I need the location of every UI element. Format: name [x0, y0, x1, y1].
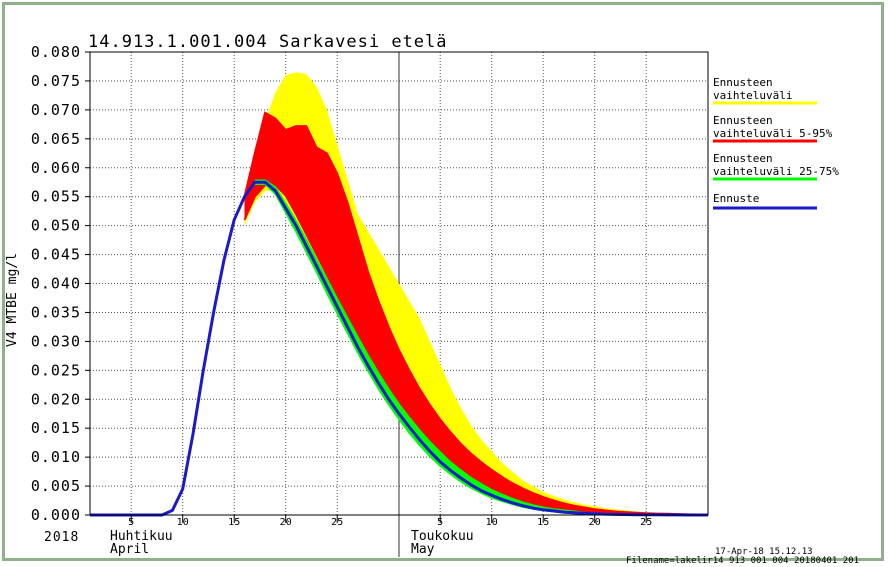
axes: 0.000 0.005 0.010 0.015 0.020 0.025 0.030 0.035…: [31, 43, 709, 557]
x-tick-label: 20: [280, 517, 292, 528]
legend-label: Ennusteen: [713, 152, 773, 165]
x-tick-label: 15: [228, 517, 240, 528]
legend-label: Ennusteen: [713, 114, 773, 127]
chart-title: 14.913.1.001.004 Sarkavesi etelä: [88, 32, 448, 52]
band-5-95-upper-edge: [243, 111, 709, 516]
y-tick-label: 0.080: [31, 43, 81, 61]
y-tick-label: 0.035: [31, 303, 81, 321]
month-label-en: May: [411, 542, 435, 557]
x-tick-label: 10: [486, 517, 498, 528]
x-tick-label: 20: [589, 517, 601, 528]
band-5-95: [244, 112, 708, 516]
month-label-en: April: [110, 542, 149, 557]
y-tick-label: 0.015: [31, 419, 81, 437]
legend-label: vaihteluväli: [713, 89, 792, 102]
y-tick-label: 0.025: [31, 361, 81, 379]
y-tick-label: 0.045: [31, 246, 81, 264]
legend-label: Ennuste: [713, 192, 759, 205]
forecast-series-line: [90, 180, 708, 517]
x-tick-label: 5: [128, 517, 134, 528]
y-tick-label: 0.050: [31, 217, 81, 235]
legend-label: vaihteluväli 25-75%: [713, 165, 839, 178]
month-label-fi: Toukokuu: [411, 529, 474, 544]
x-tick-label: 10: [177, 517, 189, 528]
y-tick-label: 0.065: [31, 130, 81, 148]
y-tick-label: 0.020: [31, 390, 81, 408]
year-label: 2018: [44, 530, 79, 545]
x-tick-label: 15: [537, 517, 549, 528]
y-tick-label: 0.075: [31, 72, 81, 90]
y-tick-label: 0.010: [31, 448, 81, 466]
legend-label: Ennusteen: [713, 76, 773, 89]
x-tick-label: 25: [331, 517, 343, 528]
forecast-line: [90, 180, 708, 517]
x-tick-label: 25: [640, 517, 652, 528]
y-tick-label: 0.040: [31, 275, 81, 293]
x-tick-label: 5: [437, 517, 443, 528]
y-tick-label: 0.070: [31, 101, 81, 119]
y-tick-label: 0.055: [31, 188, 81, 206]
y-tick-label: 0.030: [31, 332, 81, 350]
footer-filename: Filename=lakelir14 913 001 004 20180401 …: [626, 556, 859, 566]
y-axis-label: V4 MTBE mg/l: [5, 253, 20, 347]
footer-timestamp: 17-Apr-18 15.12.13: [715, 547, 813, 557]
y-tick-label: 0.000: [31, 506, 81, 524]
y-tick-label: 0.060: [31, 159, 81, 177]
y-tick-label: 0.005: [31, 477, 81, 495]
legend-label: vaihteluväli 5-95%: [713, 127, 833, 140]
legend: EnnusteenvaihteluväliEnnusteenvaihteluvä…: [713, 76, 839, 210]
month-label-fi: Huhtikuu: [110, 529, 173, 544]
